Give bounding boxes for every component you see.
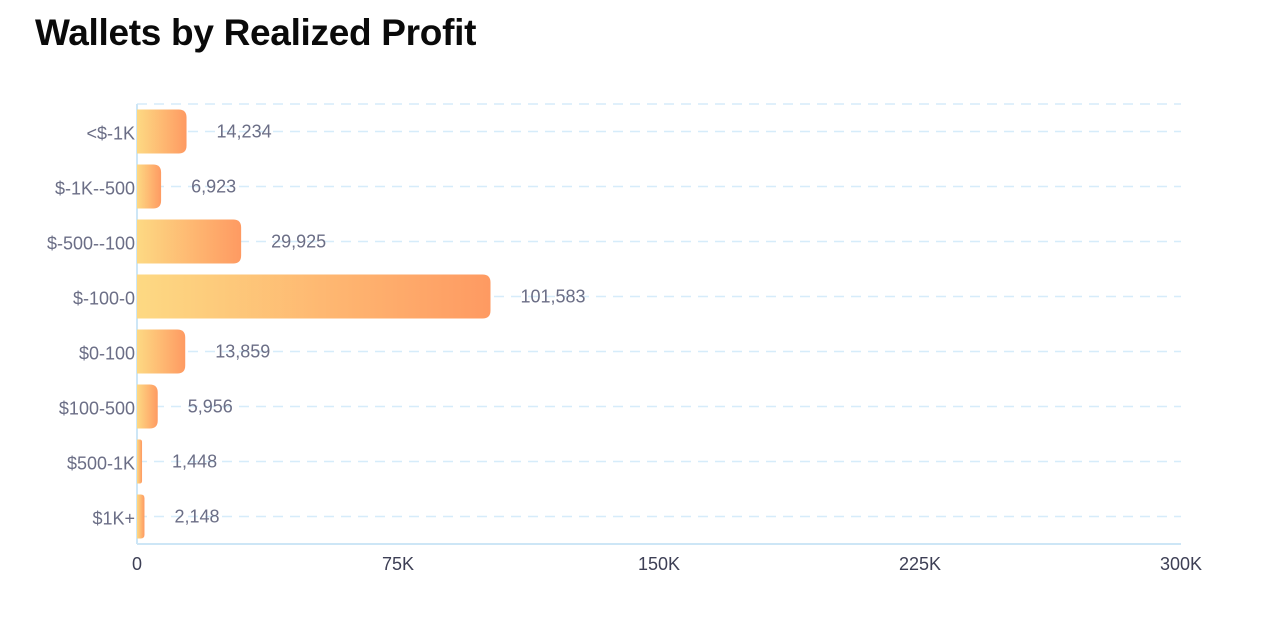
bar xyxy=(137,274,491,319)
value-label: 1,448 xyxy=(172,452,217,472)
x-tick-label: 0 xyxy=(132,554,142,574)
bar xyxy=(137,219,242,264)
category-label: $0-100 xyxy=(79,344,135,364)
value-label: 6,923 xyxy=(191,177,236,197)
category-label: $100-500 xyxy=(59,399,135,419)
value-label: 2,148 xyxy=(174,507,219,527)
bar xyxy=(137,494,145,539)
bar xyxy=(137,164,162,209)
x-tick-label: 150K xyxy=(638,554,680,574)
category-label: $-500--100 xyxy=(47,234,135,254)
value-label: 101,583 xyxy=(521,287,586,307)
bar xyxy=(137,109,187,154)
value-label: 13,859 xyxy=(215,342,270,362)
x-tick-label: 300K xyxy=(1160,554,1202,574)
category-label: $-1K--500 xyxy=(55,179,135,199)
category-label: <$-1K xyxy=(86,124,135,144)
value-label: 5,956 xyxy=(188,397,233,417)
category-label: $1K+ xyxy=(92,509,135,529)
category-label: $500-1K xyxy=(67,454,135,474)
value-label: 14,234 xyxy=(217,122,272,142)
chart-title: Wallets by Realized Profit xyxy=(35,12,477,53)
value-label: 29,925 xyxy=(271,232,326,252)
x-tick-label: 75K xyxy=(382,554,414,574)
category-label: $-100-0 xyxy=(73,289,135,309)
bar xyxy=(137,329,186,374)
bar xyxy=(137,439,143,484)
bar xyxy=(137,384,158,429)
x-tick-label: 225K xyxy=(899,554,941,574)
